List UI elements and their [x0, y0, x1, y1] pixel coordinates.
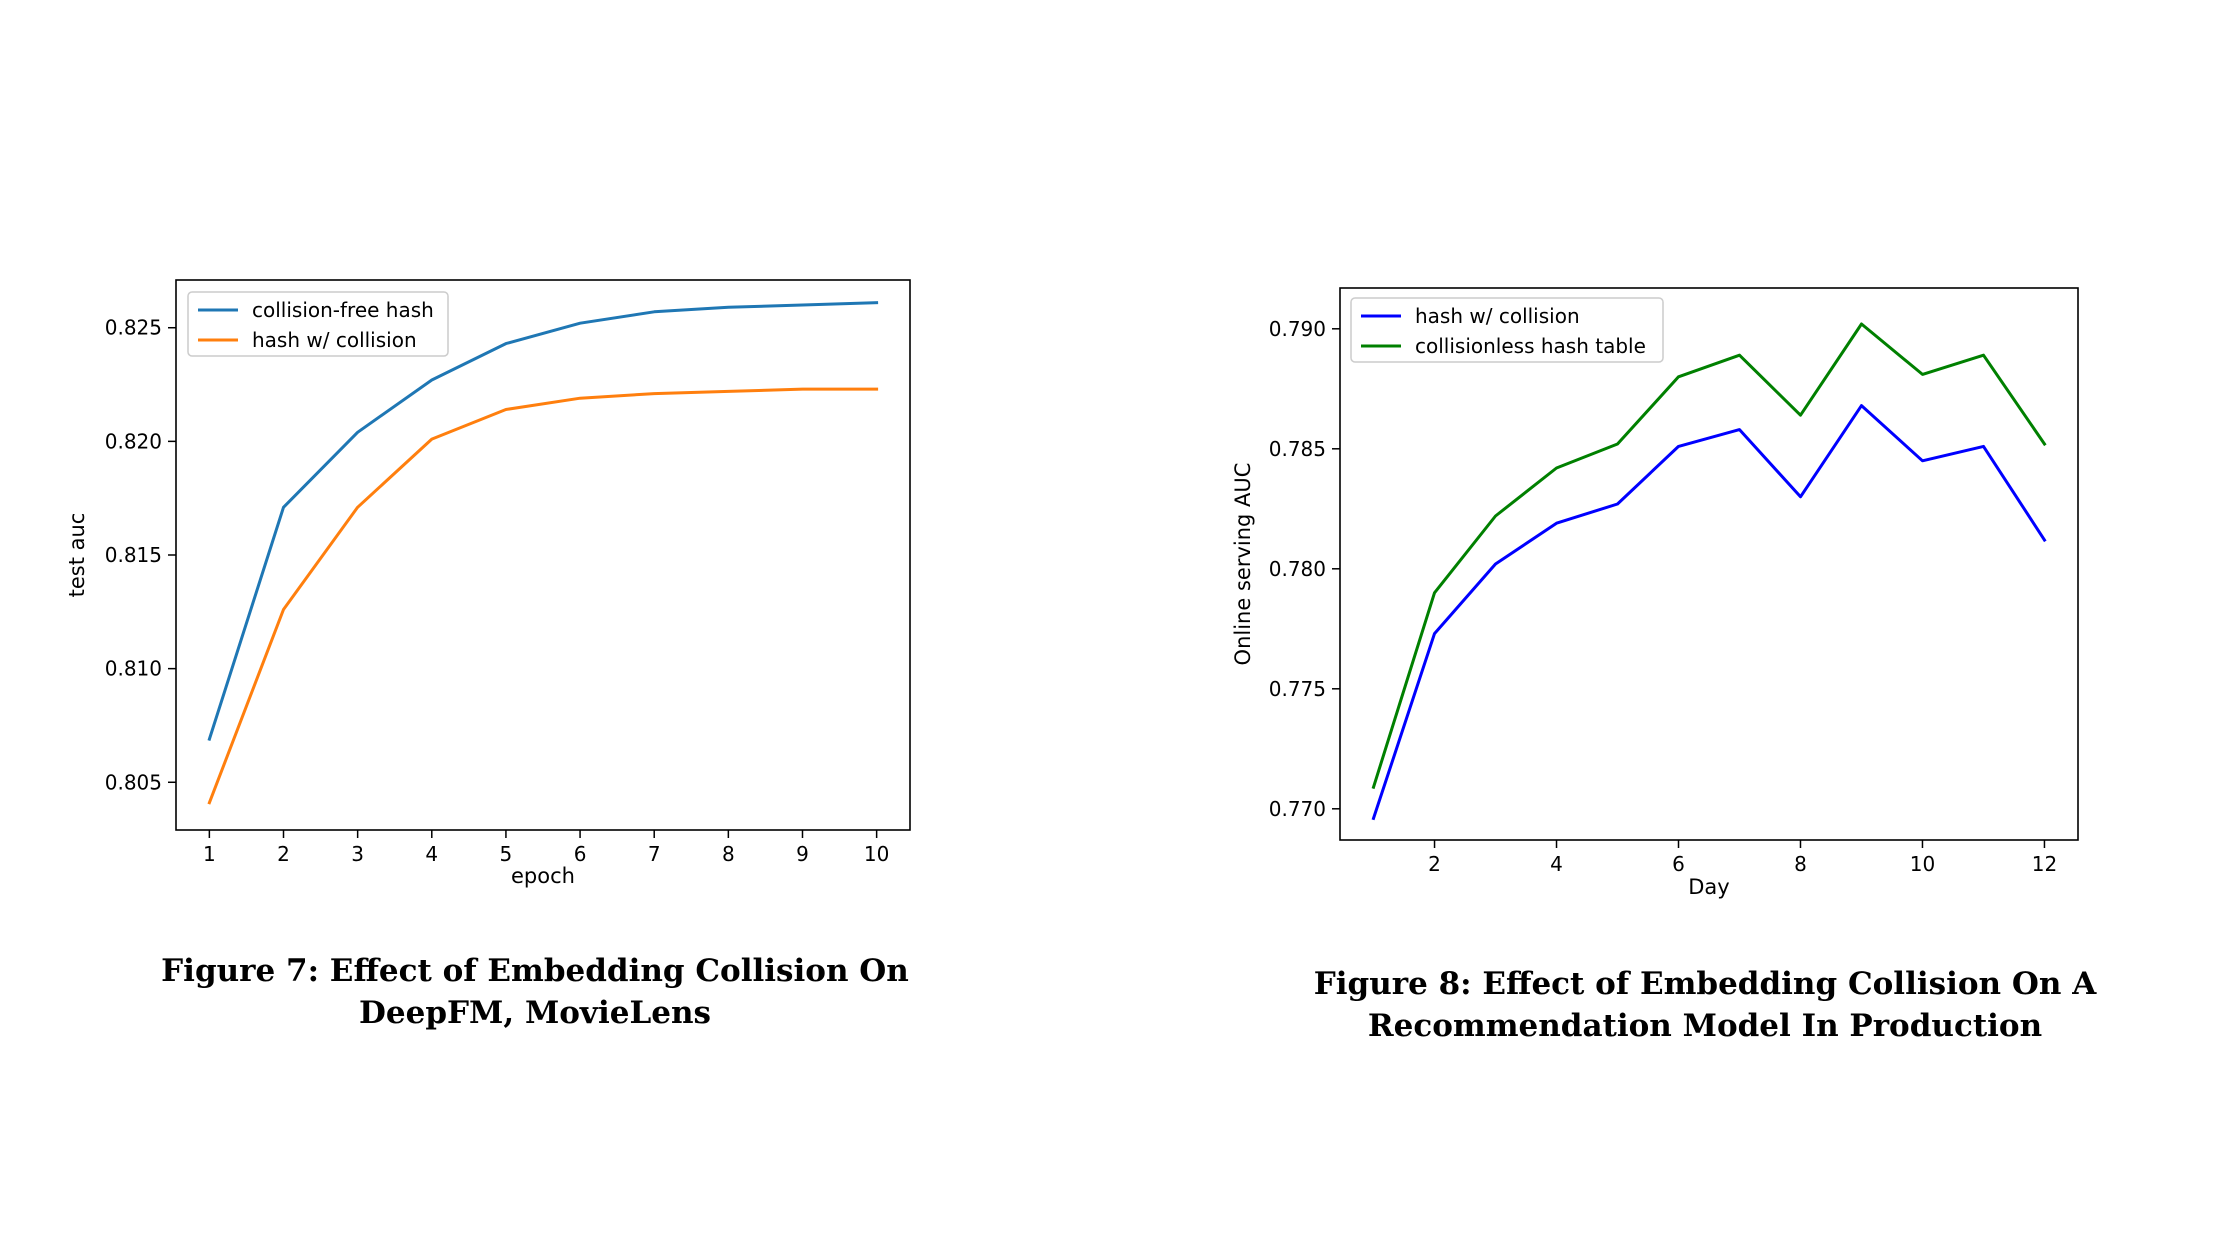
x-tick-label: 2	[1428, 852, 1441, 876]
x-tick-label: 3	[351, 842, 364, 866]
y-tick-label: 0.820	[105, 429, 162, 453]
x-axis-label: epoch	[511, 864, 575, 888]
x-tick-label: 7	[648, 842, 661, 866]
x-tick-label: 6	[574, 842, 587, 866]
series-line-1	[1371, 322, 2047, 790]
y-tick-label: 0.815	[105, 543, 162, 567]
legend: collision-free hash hash w/ collision	[187, 291, 449, 357]
x-tick-label: 8	[722, 842, 735, 866]
y-tick-label: 0.805	[105, 770, 162, 794]
x-tick-label: 8	[1794, 852, 1807, 876]
y-tick-label: 0.825	[105, 316, 162, 340]
plot-frame	[175, 279, 911, 831]
x-tick-label: 10	[864, 842, 889, 866]
x-tick-label: 12	[2032, 852, 2057, 876]
x-tick-label: 10	[1910, 852, 1935, 876]
chart-deepfm-movielens: 1 2 3 4 5 6 7 8 9 10 0.805 0.810 0.815 0.820 0.825 epoc…	[65, 279, 911, 888]
y-tick-label: 0.785	[1269, 437, 1326, 461]
x-tick-label: 2	[277, 842, 290, 866]
chart-production-model: 2 4 6 8 10 12 0.770 0.775 0.780 0.785 0.790 Day Onli…	[1231, 287, 2079, 899]
y-tick-label: 0.770	[1269, 797, 1326, 821]
x-tick-label: 6	[1672, 852, 1685, 876]
figure-8-caption: Figure 8: Effect of Embedding Collision …	[1313, 966, 2097, 1044]
x-axis-label: Day	[1688, 875, 1729, 899]
x-tick-label: 5	[500, 842, 513, 866]
legend-box	[187, 291, 449, 357]
figure-7-caption: Figure 7: Effect of Embedding Collision …	[161, 953, 909, 1031]
series-line-0	[1371, 404, 2047, 821]
y-tick-label: 0.790	[1269, 317, 1326, 341]
x-tick-label: 1	[203, 842, 216, 866]
series-line-0	[207, 301, 879, 741]
y-axis-label: Online serving AUC	[1231, 463, 1255, 666]
y-tick-label: 0.775	[1269, 677, 1326, 701]
y-axis-label: test auc	[65, 513, 89, 598]
series-line-1	[207, 387, 879, 805]
legend-label-1: collisionless hash table	[1415, 334, 1646, 358]
y-tick-label: 0.810	[105, 657, 162, 681]
legend-box	[1350, 297, 1664, 363]
legend-label-0: hash w/ collision	[1415, 304, 1580, 328]
y-tick-label: 0.780	[1269, 557, 1326, 581]
legend: hash w/ collision collisionless hash tabl…	[1350, 297, 1664, 363]
x-tick-label: 9	[796, 842, 809, 866]
plot-frame	[1339, 287, 2079, 841]
x-tick-label: 4	[425, 842, 438, 866]
x-tick-label: 4	[1550, 852, 1563, 876]
legend-label-1: hash w/ collision	[252, 328, 417, 352]
legend-label-0: collision-free hash	[252, 298, 434, 322]
